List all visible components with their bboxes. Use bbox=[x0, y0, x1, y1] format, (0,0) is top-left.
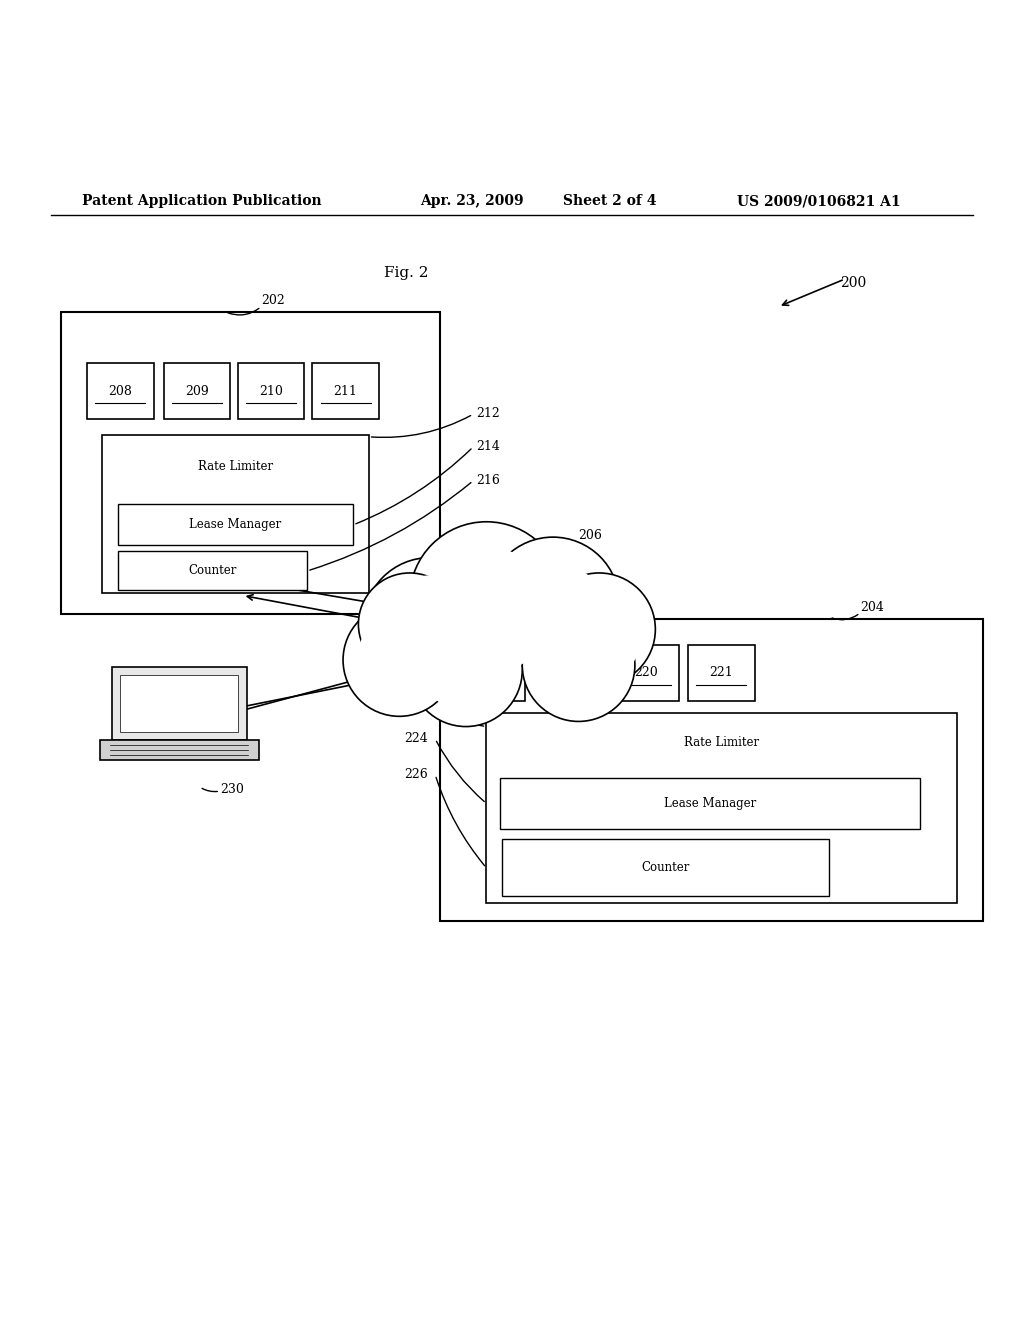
Text: 230: 230 bbox=[220, 783, 244, 796]
Circle shape bbox=[486, 537, 620, 671]
Circle shape bbox=[500, 562, 606, 669]
Circle shape bbox=[423, 548, 550, 675]
Text: 220: 220 bbox=[634, 667, 657, 680]
Text: Rate Limiter: Rate Limiter bbox=[198, 461, 273, 474]
Text: 224: 224 bbox=[404, 731, 428, 744]
Text: 211: 211 bbox=[334, 384, 357, 397]
Text: 219: 219 bbox=[558, 667, 582, 680]
Circle shape bbox=[358, 573, 461, 676]
Text: 216: 216 bbox=[476, 474, 500, 487]
FancyBboxPatch shape bbox=[612, 644, 679, 701]
Circle shape bbox=[343, 603, 456, 717]
Text: 200: 200 bbox=[840, 276, 866, 290]
Text: Sheet 2 of 4: Sheet 2 of 4 bbox=[563, 194, 656, 209]
FancyBboxPatch shape bbox=[118, 552, 307, 590]
FancyBboxPatch shape bbox=[459, 644, 525, 701]
Text: 214: 214 bbox=[476, 440, 500, 453]
Circle shape bbox=[364, 557, 497, 690]
Circle shape bbox=[528, 616, 618, 708]
FancyBboxPatch shape bbox=[500, 777, 920, 829]
FancyBboxPatch shape bbox=[486, 713, 957, 903]
Circle shape bbox=[410, 614, 522, 726]
Text: 202: 202 bbox=[261, 293, 285, 306]
Text: Lease Manager: Lease Manager bbox=[189, 519, 282, 532]
Circle shape bbox=[410, 521, 563, 676]
Text: Rate Limiter: Rate Limiter bbox=[684, 735, 760, 748]
FancyBboxPatch shape bbox=[238, 363, 304, 420]
FancyBboxPatch shape bbox=[312, 363, 379, 420]
Text: 221: 221 bbox=[710, 667, 733, 680]
Circle shape bbox=[549, 594, 639, 685]
Text: 204: 204 bbox=[860, 601, 884, 614]
Text: 212: 212 bbox=[476, 408, 500, 420]
FancyBboxPatch shape bbox=[102, 434, 369, 594]
FancyBboxPatch shape bbox=[87, 363, 154, 420]
FancyBboxPatch shape bbox=[112, 667, 247, 741]
Text: Patent Application Publication: Patent Application Publication bbox=[82, 194, 322, 209]
Circle shape bbox=[543, 573, 655, 685]
FancyBboxPatch shape bbox=[537, 644, 603, 701]
Text: Apr. 23, 2009: Apr. 23, 2009 bbox=[420, 194, 523, 209]
Text: 210: 210 bbox=[259, 384, 283, 397]
Circle shape bbox=[421, 620, 511, 710]
Text: US 2009/0106821 A1: US 2009/0106821 A1 bbox=[737, 194, 901, 209]
FancyBboxPatch shape bbox=[118, 504, 353, 545]
Text: 208: 208 bbox=[109, 384, 132, 397]
Circle shape bbox=[377, 576, 483, 682]
Text: 209: 209 bbox=[185, 384, 209, 397]
FancyBboxPatch shape bbox=[440, 619, 983, 921]
Text: Lease Manager: Lease Manager bbox=[664, 797, 756, 810]
Text: Counter: Counter bbox=[641, 861, 690, 874]
Circle shape bbox=[359, 610, 450, 700]
FancyBboxPatch shape bbox=[120, 676, 239, 733]
Text: 206: 206 bbox=[579, 529, 602, 543]
Text: 226: 226 bbox=[404, 768, 428, 780]
Text: 222: 222 bbox=[404, 696, 428, 709]
Text: Counter: Counter bbox=[188, 565, 237, 577]
Text: 218: 218 bbox=[480, 667, 504, 680]
FancyBboxPatch shape bbox=[688, 644, 755, 701]
FancyBboxPatch shape bbox=[164, 363, 230, 420]
FancyBboxPatch shape bbox=[61, 312, 440, 614]
Text: Fig. 2: Fig. 2 bbox=[384, 265, 428, 280]
Circle shape bbox=[522, 609, 635, 722]
FancyBboxPatch shape bbox=[502, 840, 829, 895]
FancyBboxPatch shape bbox=[99, 741, 258, 760]
